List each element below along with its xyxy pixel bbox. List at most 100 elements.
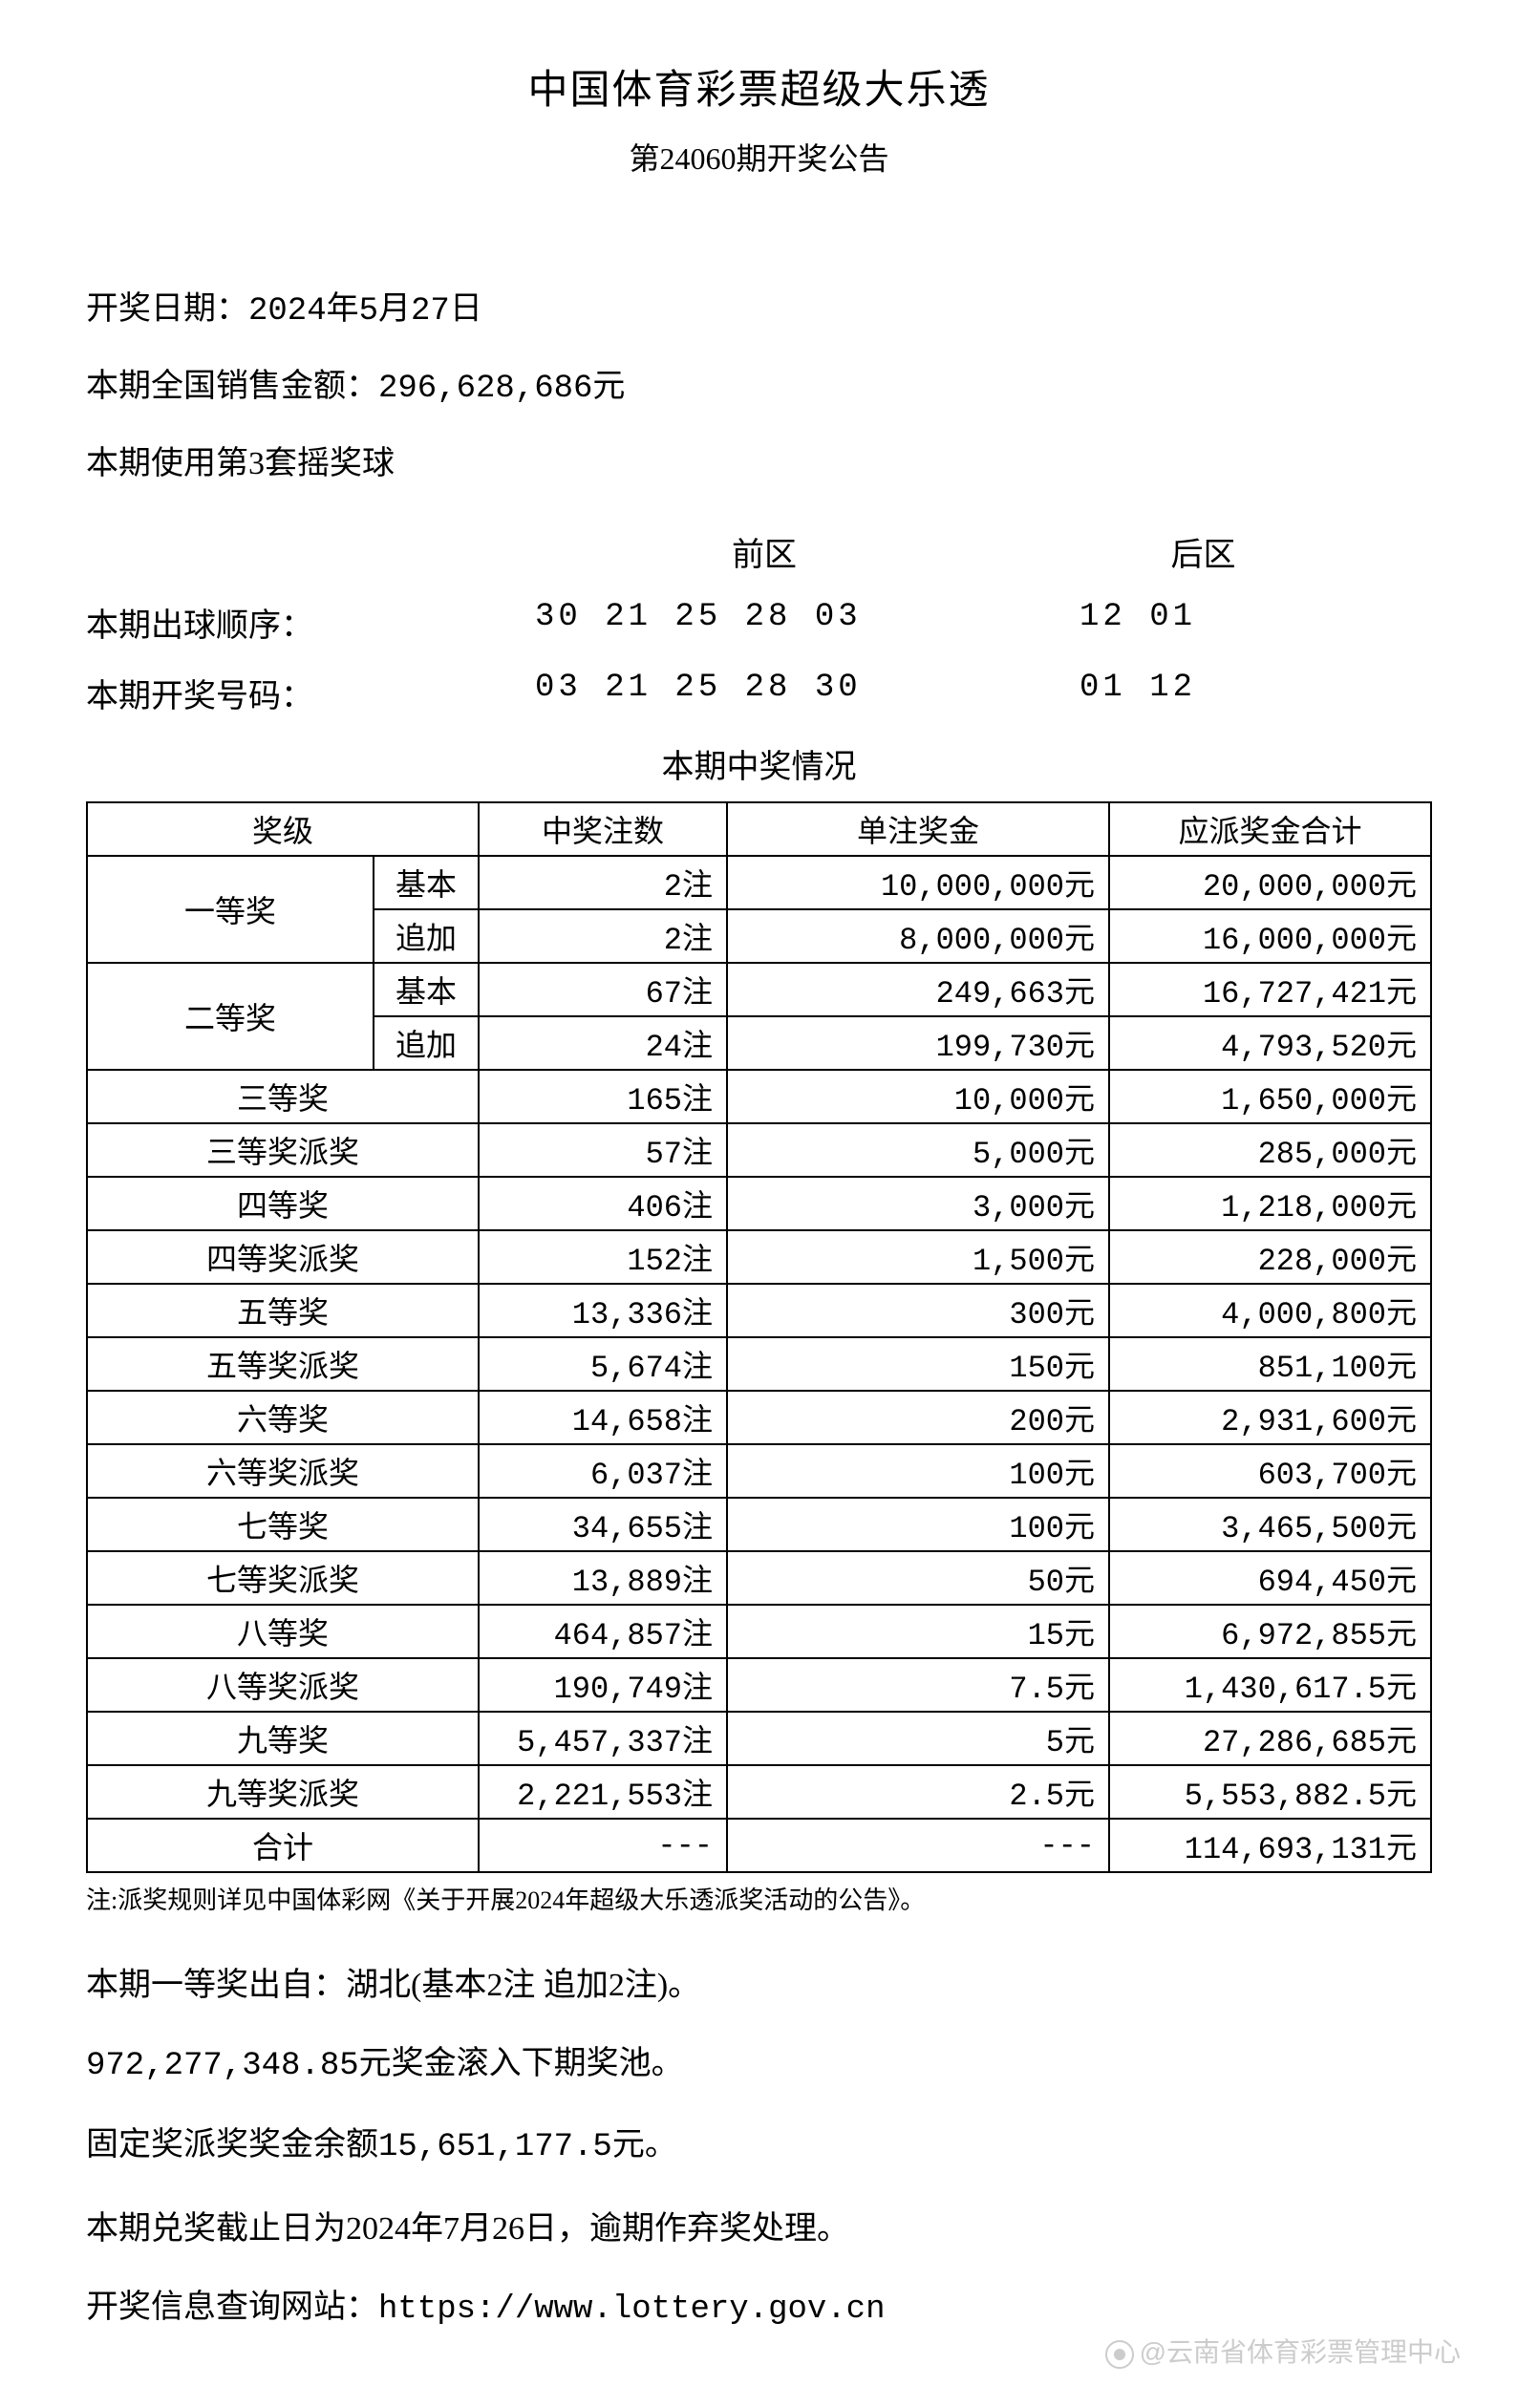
table-row: 四等奖派奖152注1,500元228,000元 xyxy=(87,1230,1431,1284)
cell-per: 7.5元 xyxy=(727,1658,1109,1712)
cell-per: 5元 xyxy=(727,1712,1109,1765)
cell-total: 16,000,000元 xyxy=(1109,909,1431,963)
table-row: 五等奖13,336注300元4,000,800元 xyxy=(87,1284,1431,1337)
cell-count: 13,889注 xyxy=(479,1551,727,1605)
table-row: 三等奖165注10,000元1,650,000元 xyxy=(87,1070,1431,1123)
cell-per: 1,500元 xyxy=(727,1230,1109,1284)
cell-total: 4,000,800元 xyxy=(1109,1284,1431,1337)
footnote: 注:派奖规则详见中国体彩网《关于开展2024年超级大乐透派奖活动的公告》。 xyxy=(86,1881,1432,1916)
cell-count: 2注 xyxy=(479,909,727,963)
cell-level: 二等奖 xyxy=(87,963,374,1070)
sales-value: 296,628,686元 xyxy=(378,371,625,407)
cell-count: --- xyxy=(479,1819,727,1872)
page-title: 中国体育彩票超级大乐透 xyxy=(86,57,1432,116)
cell-total: 1,430,617.5元 xyxy=(1109,1658,1431,1712)
cell-level: 七等奖派奖 xyxy=(87,1551,479,1605)
cell-per: 8,000,000元 xyxy=(727,909,1109,963)
back-area-label: 后区 xyxy=(974,528,1432,575)
cell-total: 114,693,131元 xyxy=(1109,1819,1431,1872)
cell-level: 八等奖 xyxy=(87,1605,479,1658)
watermark-text: @云南省体育彩票管理中心 xyxy=(1140,2337,1461,2367)
cell-level: 四等奖 xyxy=(87,1177,479,1230)
th-count: 中奖注数 xyxy=(479,802,727,856)
cell-per: 10,000,000元 xyxy=(727,856,1109,909)
prize-section-title: 本期中奖情况 xyxy=(86,740,1432,787)
table-row: 一等奖基本2注10,000,000元20,000,000元 xyxy=(87,856,1431,909)
numbers-section: 前区 后区 本期出球顺序： 30 21 25 28 03 12 01 本期开奖号… xyxy=(86,528,1432,716)
cell-count: 2,221,553注 xyxy=(479,1765,727,1819)
table-header-row: 奖级 中奖注数 单注奖金 应派奖金合计 xyxy=(87,802,1431,856)
winning-front: 03 21 25 28 30 xyxy=(392,670,974,716)
cell-total: 285,000元 xyxy=(1109,1123,1431,1177)
table-row: 六等奖14,658注200元2,931,600元 xyxy=(87,1391,1431,1444)
cell-level: 七等奖 xyxy=(87,1498,479,1551)
cell-level: 三等奖派奖 xyxy=(87,1123,479,1177)
table-row: 二等奖基本67注249,663元16,727,421元 xyxy=(87,963,1431,1016)
cell-per: 199,730元 xyxy=(727,1016,1109,1070)
cell-per: 3,000元 xyxy=(727,1177,1109,1230)
cell-per: 200元 xyxy=(727,1391,1109,1444)
table-row: 六等奖派奖6,037注100元603,700元 xyxy=(87,1444,1431,1498)
cell-total: 694,450元 xyxy=(1109,1551,1431,1605)
winning-numbers-row: 本期开奖号码： 03 21 25 28 30 01 12 xyxy=(86,670,1432,716)
cell-per: 15元 xyxy=(727,1605,1109,1658)
cell-count: 57注 xyxy=(479,1123,727,1177)
draw-date-label: 开奖日期： xyxy=(86,291,248,327)
cell-total: 5,553,882.5元 xyxy=(1109,1765,1431,1819)
ball-set-line: 本期使用第3套摇奖球 xyxy=(86,429,1432,501)
footer-line-3: 固定奖派奖奖金余额15,651,177.5元。 xyxy=(86,2107,1432,2188)
cell-per: 100元 xyxy=(727,1498,1109,1551)
cell-level: 合计 xyxy=(87,1819,479,1872)
sales-label: 本期全国销售金额： xyxy=(86,369,378,404)
cell-sub: 追加 xyxy=(374,1016,479,1070)
th-total: 应派奖金合计 xyxy=(1109,802,1431,856)
info-block: 开奖日期：2024年5月27日 本期全国销售金额：296,628,686元 本期… xyxy=(86,274,1432,500)
cell-count: 14,658注 xyxy=(479,1391,727,1444)
draw-order-row: 本期出球顺序： 30 21 25 28 03 12 01 xyxy=(86,599,1432,646)
draw-order-label: 本期出球顺序： xyxy=(86,599,392,646)
cell-level: 九等奖 xyxy=(87,1712,479,1765)
draw-order-front: 30 21 25 28 03 xyxy=(392,599,974,646)
numbers-header: 前区 后区 xyxy=(86,528,1432,575)
footer-line-1: 本期一等奖出自：湖北(基本2注 追加2注)。 xyxy=(86,1945,1432,2026)
cell-level: 四等奖派奖 xyxy=(87,1230,479,1284)
cell-per: 249,663元 xyxy=(727,963,1109,1016)
watermark: @云南省体育彩票管理中心 xyxy=(1105,2332,1461,2370)
table-total-row: 合计------114,693,131元 xyxy=(87,1819,1431,1872)
cell-count: 24注 xyxy=(479,1016,727,1070)
cell-level: 八等奖派奖 xyxy=(87,1658,479,1712)
cell-per: --- xyxy=(727,1819,1109,1872)
cell-total: 6,972,855元 xyxy=(1109,1605,1431,1658)
cell-count: 5,674注 xyxy=(479,1337,727,1391)
cell-total: 16,727,421元 xyxy=(1109,963,1431,1016)
table-row: 八等奖464,857注15元6,972,855元 xyxy=(87,1605,1431,1658)
cell-level: 五等奖 xyxy=(87,1284,479,1337)
cell-count: 464,857注 xyxy=(479,1605,727,1658)
table-row: 三等奖派奖57注5,000元285,000元 xyxy=(87,1123,1431,1177)
cell-count: 165注 xyxy=(479,1070,727,1123)
cell-level: 五等奖派奖 xyxy=(87,1337,479,1391)
footer-block: 本期一等奖出自：湖北(基本2注 追加2注)。 972,277,348.85元奖金… xyxy=(86,1945,1432,2351)
prize-table: 奖级 中奖注数 单注奖金 应派奖金合计 一等奖基本2注10,000,000元20… xyxy=(86,801,1432,1873)
cell-count: 6,037注 xyxy=(479,1444,727,1498)
cell-per: 50元 xyxy=(727,1551,1109,1605)
cell-per: 10,000元 xyxy=(727,1070,1109,1123)
table-row: 九等奖派奖2,221,553注2.5元5,553,882.5元 xyxy=(87,1765,1431,1819)
cell-per: 100元 xyxy=(727,1444,1109,1498)
th-per: 单注奖金 xyxy=(727,802,1109,856)
sales-line: 本期全国销售金额：296,628,686元 xyxy=(86,352,1432,425)
th-level: 奖级 xyxy=(87,802,479,856)
cell-total: 851,100元 xyxy=(1109,1337,1431,1391)
cell-count: 2注 xyxy=(479,856,727,909)
cell-sub: 基本 xyxy=(374,963,479,1016)
cell-count: 34,655注 xyxy=(479,1498,727,1551)
weibo-icon xyxy=(1105,2340,1134,2369)
cell-count: 406注 xyxy=(479,1177,727,1230)
cell-per: 150元 xyxy=(727,1337,1109,1391)
cell-level: 一等奖 xyxy=(87,856,374,963)
cell-sub: 基本 xyxy=(374,856,479,909)
cell-total: 1,218,000元 xyxy=(1109,1177,1431,1230)
cell-count: 190,749注 xyxy=(479,1658,727,1712)
draw-order-back: 12 01 xyxy=(974,599,1432,646)
draw-date-line: 开奖日期：2024年5月27日 xyxy=(86,274,1432,348)
